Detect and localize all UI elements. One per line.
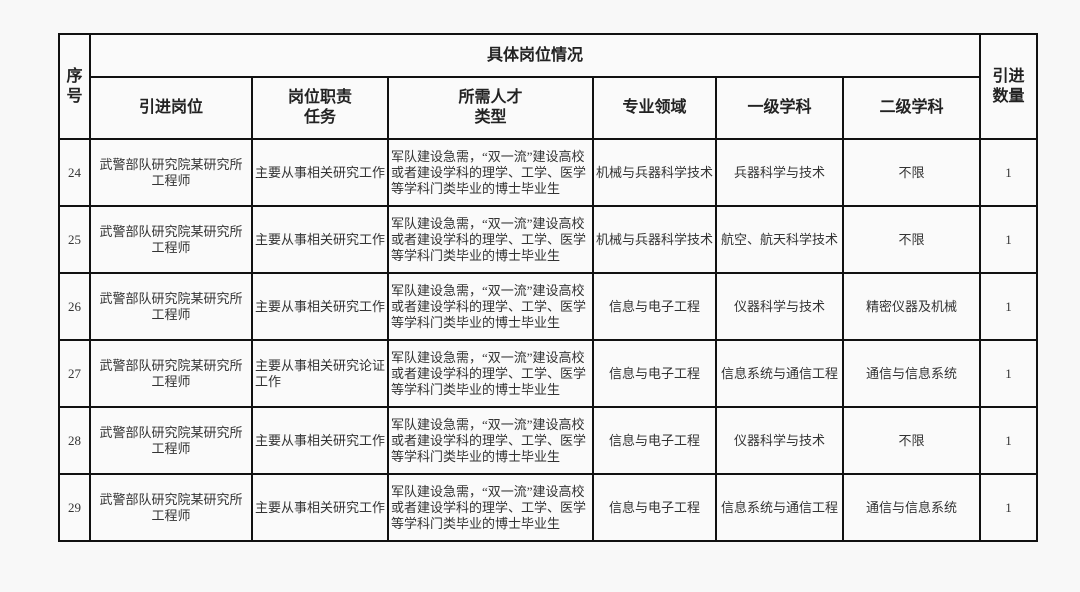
cell-position: 武警部队研究院某研究所 工程师 bbox=[89, 138, 253, 207]
table-row: 26 武警部队研究院某研究所 工程师 主要从事相关研究工作 军队建设急需，“双一流”建设… bbox=[58, 272, 1039, 341]
cell-no: 26 bbox=[58, 272, 91, 341]
cell-second-discipline: 不限 bbox=[841, 205, 982, 274]
cell-talent: 军队建设急需，“双一流”建设高校或者建设学科的理学、工学、医学等学科门类毕业的博… bbox=[387, 272, 594, 341]
header-position: 引进岗位 bbox=[89, 76, 253, 140]
header-field: 专业领域 bbox=[592, 76, 717, 140]
cell-second-discipline: 不限 bbox=[841, 138, 982, 207]
table-row: 27 武警部队研究院某研究所 工程师 主要从事相关研究论证工作 军队建设急需，“双一流”… bbox=[58, 339, 1039, 408]
cell-first-discipline: 信息系统与通信工程 bbox=[715, 473, 844, 542]
cell-second-discipline: 通信与信息系统 bbox=[841, 339, 982, 408]
header-second-discipline: 二级学科 bbox=[841, 76, 982, 140]
cell-field: 信息与电子工程 bbox=[592, 272, 717, 341]
cell-field: 信息与电子工程 bbox=[592, 473, 717, 542]
table-row: 24 武警部队研究院某研究所 工程师 主要从事相关研究工作 军队建设急需，“双一流”建设… bbox=[58, 138, 1039, 207]
cell-talent: 军队建设急需，“双一流”建设高校或者建设学科的理学、工学、医学等学科门类毕业的博… bbox=[387, 473, 594, 542]
cell-duty: 主要从事相关研究工作 bbox=[251, 406, 389, 475]
cell-duty: 主要从事相关研究工作 bbox=[251, 138, 389, 207]
cell-position: 武警部队研究院某研究所 工程师 bbox=[89, 272, 253, 341]
cell-field: 信息与电子工程 bbox=[592, 339, 717, 408]
cell-count: 1 bbox=[979, 272, 1039, 341]
cell-no: 25 bbox=[58, 205, 91, 274]
cell-talent: 军队建设急需，“双一流”建设高校或者建设学科的理学、工学、医学等学科门类毕业的博… bbox=[387, 406, 594, 475]
cell-no: 24 bbox=[58, 138, 91, 207]
cell-first-discipline: 仪器科学与技术 bbox=[715, 406, 844, 475]
header-seq: 序号 bbox=[58, 33, 91, 140]
cell-field: 机械与兵器科学技术 bbox=[592, 138, 717, 207]
cell-position: 武警部队研究院某研究所 工程师 bbox=[89, 339, 253, 408]
cell-position: 武警部队研究院某研究所 工程师 bbox=[89, 406, 253, 475]
header-talent: 所需人才 类型 bbox=[387, 76, 594, 140]
cell-count: 1 bbox=[979, 339, 1039, 408]
cell-first-discipline: 兵器科学与技术 bbox=[715, 138, 844, 207]
header-duty: 岗位职责 任务 bbox=[251, 76, 389, 140]
cell-position: 武警部队研究院某研究所 工程师 bbox=[89, 205, 253, 274]
cell-count: 1 bbox=[979, 138, 1039, 207]
cell-field: 信息与电子工程 bbox=[592, 406, 717, 475]
cell-second-discipline: 不限 bbox=[841, 406, 982, 475]
cell-duty: 主要从事相关研究工作 bbox=[251, 205, 389, 274]
table-row: 29 武警部队研究院某研究所 工程师 主要从事相关研究工作 军队建设急需，“双一流”建设… bbox=[58, 473, 1039, 542]
cell-position: 武警部队研究院某研究所 工程师 bbox=[89, 473, 253, 542]
cell-duty: 主要从事相关研究工作 bbox=[251, 272, 389, 341]
cell-count: 1 bbox=[979, 406, 1039, 475]
cell-second-discipline: 通信与信息系统 bbox=[841, 473, 982, 542]
cell-talent: 军队建设急需，“双一流”建设高校或者建设学科的理学、工学、医学等学科门类毕业的博… bbox=[387, 205, 594, 274]
cell-first-discipline: 航空、航天科学技术 bbox=[715, 205, 844, 274]
cell-duty: 主要从事相关研究论证工作 bbox=[251, 339, 389, 408]
cell-first-discipline: 仪器科学与技术 bbox=[715, 272, 844, 341]
cell-second-discipline: 精密仪器及机械 bbox=[841, 272, 982, 341]
header-count: 引进数量 bbox=[979, 33, 1039, 140]
cell-no: 28 bbox=[58, 406, 91, 475]
recruitment-table: 序号 具体岗位情况 引进数量 引进岗位 岗位职责 任务 所需人才 类型 专业领域 一… bbox=[58, 33, 1039, 542]
cell-duty: 主要从事相关研究工作 bbox=[251, 473, 389, 542]
header-first-discipline: 一级学科 bbox=[715, 76, 844, 140]
cell-talent: 军队建设急需，“双一流”建设高校或者建设学科的理学、工学、医学等学科门类毕业的博… bbox=[387, 339, 594, 408]
cell-no: 29 bbox=[58, 473, 91, 542]
table-body: 24 武警部队研究院某研究所 工程师 主要从事相关研究工作 军队建设急需，“双一流”建设… bbox=[58, 138, 1039, 542]
cell-count: 1 bbox=[979, 473, 1039, 542]
table-row: 25 武警部队研究院某研究所 工程师 主要从事相关研究工作 军队建设急需，“双一流”建设… bbox=[58, 205, 1039, 274]
cell-field: 机械与兵器科学技术 bbox=[592, 205, 717, 274]
header-group: 具体岗位情况 bbox=[88, 33, 982, 78]
cell-count: 1 bbox=[979, 205, 1039, 274]
table-row: 28 武警部队研究院某研究所 工程师 主要从事相关研究工作 军队建设急需，“双一流”建设… bbox=[58, 406, 1039, 475]
cell-talent: 军队建设急需，“双一流”建设高校或者建设学科的理学、工学、医学等学科门类毕业的博… bbox=[387, 138, 594, 207]
cell-no: 27 bbox=[58, 339, 91, 408]
cell-first-discipline: 信息系统与通信工程 bbox=[715, 339, 844, 408]
